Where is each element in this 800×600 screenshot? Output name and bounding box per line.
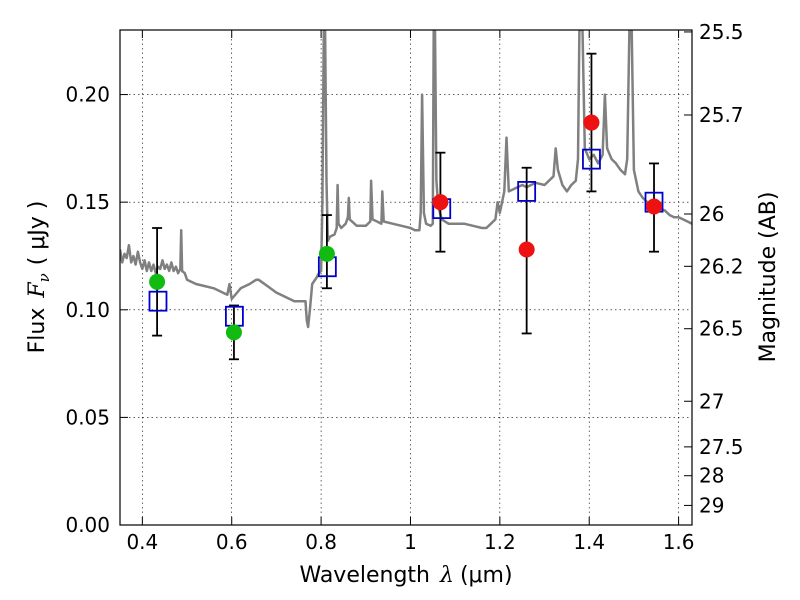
- y2-tick-label: 26: [699, 202, 724, 226]
- y2-tick-label: 29: [699, 493, 724, 517]
- y-axis-ticks: 0.00 0.05 0.10 0.15 0.20: [65, 83, 128, 537]
- x-tick-label: 1.2: [484, 530, 516, 554]
- x-tick-label: 1.6: [663, 530, 695, 554]
- y-axis-label: FluxFν( μJy ): [25, 201, 53, 354]
- y2-tick-label: 28: [699, 464, 724, 488]
- y2-axis-label: Magnitude (AB): [756, 192, 781, 363]
- x-tick-label: 1.4: [573, 530, 605, 554]
- y-tick-label: 0.05: [65, 405, 110, 429]
- y2-tick-label: 27: [699, 389, 724, 413]
- template-flux-square: [148, 290, 168, 312]
- observed-flux-point: [432, 194, 449, 211]
- y-tick-label: 0.20: [65, 83, 110, 107]
- observed-flux-markers: [149, 114, 663, 341]
- grid: [120, 30, 692, 525]
- plot-frame: [119, 29, 693, 526]
- y-tick-label: 0.00: [65, 513, 110, 537]
- y2-tick-label: 26.5: [699, 317, 744, 341]
- observed-flux-point: [646, 198, 663, 215]
- y2-tick-label: 26.2: [699, 254, 744, 278]
- x-tick-label: 0.4: [126, 530, 158, 554]
- x-tick-label: 0.6: [216, 530, 248, 554]
- observed-flux-point: [225, 324, 242, 341]
- y-tick-label: 0.10: [65, 298, 110, 322]
- observed-flux-point: [318, 245, 335, 262]
- x-tick-label: 0.8: [305, 530, 337, 554]
- template-flux-square: [582, 148, 601, 170]
- observed-flux-point: [149, 273, 166, 290]
- x-axis-ticks: 0.4 0.6 0.8 1 1.2 1.4 1.6: [126, 30, 695, 554]
- y2-tick-label: 25.5: [699, 20, 744, 44]
- y2-tick-label: 25.7: [699, 103, 744, 127]
- x-axis-label: Wavelength λ (μm): [299, 563, 512, 588]
- x-tick-label: 1: [404, 530, 417, 554]
- observed-flux-point: [583, 114, 600, 131]
- y2-axis-ticks: 25.5 25.7 26 26.2 26.5 27 27.5 28 29: [684, 20, 744, 517]
- observed-flux-point: [518, 241, 535, 258]
- y2-tick-label: 27.5: [699, 435, 744, 459]
- y-tick-label: 0.15: [65, 190, 110, 214]
- template-flux-square: [517, 181, 537, 202]
